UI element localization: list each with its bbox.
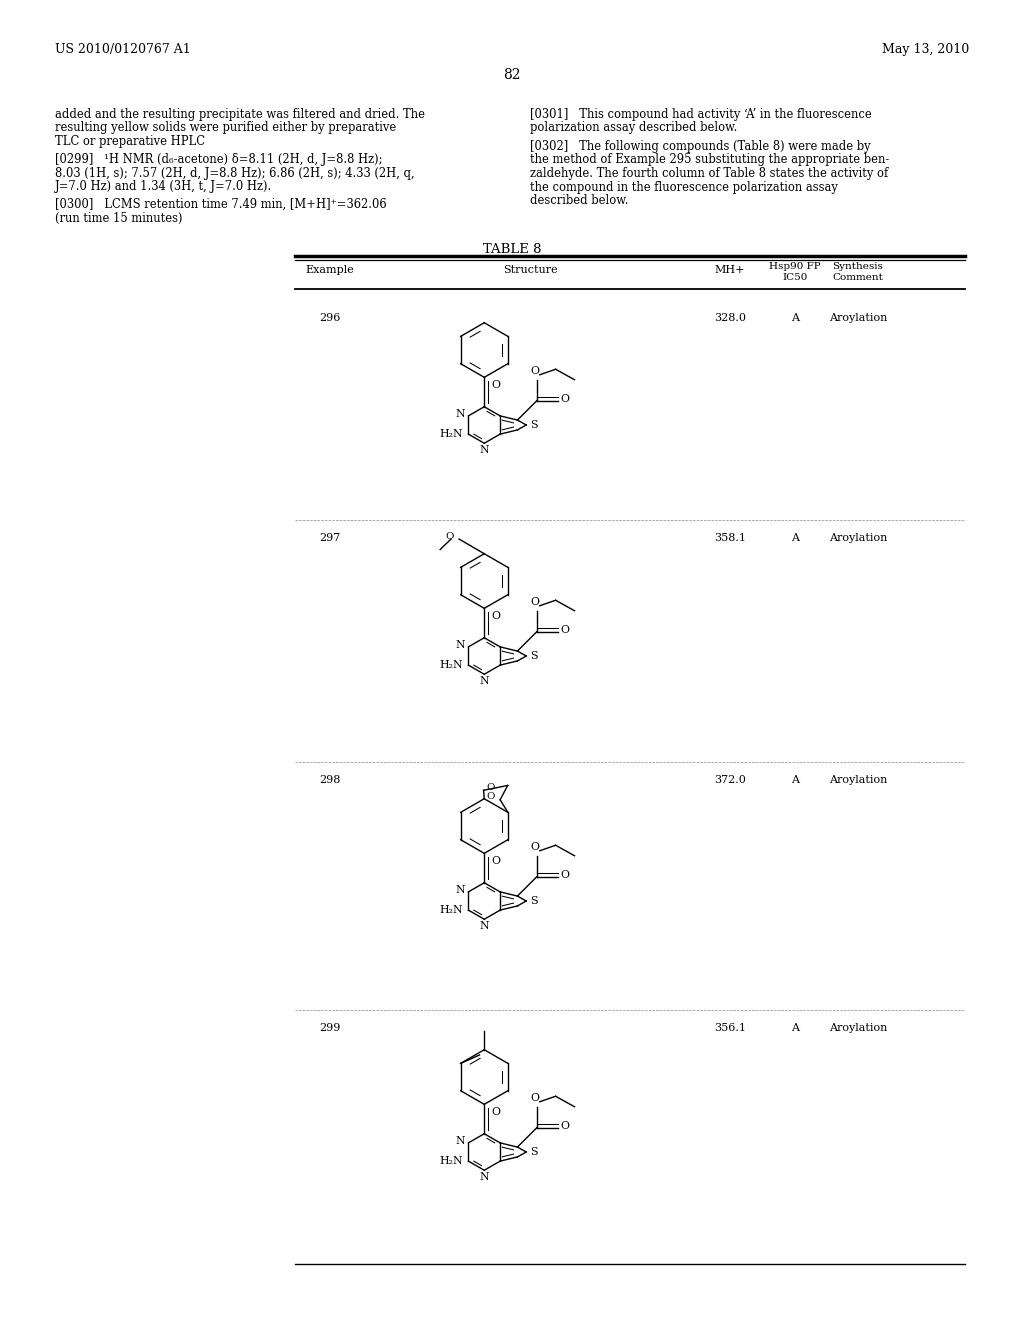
Text: O: O — [486, 792, 496, 801]
Text: Structure: Structure — [503, 265, 557, 275]
Text: US 2010/0120767 A1: US 2010/0120767 A1 — [55, 44, 190, 55]
Text: A: A — [791, 775, 799, 785]
Text: N: N — [479, 445, 489, 455]
Text: S: S — [530, 896, 538, 906]
Text: [0302]   The following compounds (Table 8) were made by: [0302] The following compounds (Table 8)… — [530, 140, 870, 153]
Text: Synthesis: Synthesis — [833, 261, 884, 271]
Text: O: O — [561, 393, 569, 404]
Text: May 13, 2010: May 13, 2010 — [882, 44, 969, 55]
Text: IC50: IC50 — [782, 273, 808, 282]
Text: the compound in the fluorescence polarization assay: the compound in the fluorescence polariz… — [530, 181, 838, 194]
Text: N: N — [479, 1172, 489, 1183]
Text: polarization assay described below.: polarization assay described below. — [530, 121, 737, 135]
Text: 358.1: 358.1 — [714, 533, 746, 543]
Text: O: O — [492, 611, 501, 622]
Text: resulting yellow solids were purified either by preparative: resulting yellow solids were purified ei… — [55, 121, 396, 135]
Text: O: O — [561, 1121, 569, 1131]
Text: O: O — [530, 366, 540, 376]
Text: O: O — [492, 857, 501, 866]
Text: O: O — [492, 380, 501, 391]
Text: (run time 15 minutes): (run time 15 minutes) — [55, 211, 182, 224]
Text: A: A — [791, 533, 799, 543]
Text: N: N — [479, 676, 489, 686]
Text: H₂N: H₂N — [439, 906, 464, 915]
Text: described below.: described below. — [530, 194, 629, 207]
Text: Aroylation: Aroylation — [828, 313, 887, 323]
Text: O: O — [530, 597, 540, 607]
Text: 82: 82 — [503, 69, 521, 82]
Text: A: A — [791, 313, 799, 323]
Text: O: O — [561, 624, 569, 635]
Text: N: N — [456, 884, 466, 895]
Text: O: O — [445, 532, 454, 540]
Text: H₂N: H₂N — [439, 1156, 464, 1166]
Text: 296: 296 — [319, 313, 341, 323]
Text: A: A — [791, 1023, 799, 1034]
Text: 8.03 (1H, s); 7.57 (2H, d, J=8.8 Hz); 6.86 (2H, s); 4.33 (2H, q,: 8.03 (1H, s); 7.57 (2H, d, J=8.8 Hz); 6.… — [55, 166, 415, 180]
Text: 372.0: 372.0 — [714, 775, 745, 785]
Text: the method of Example 295 substituting the appropriate ben-: the method of Example 295 substituting t… — [530, 153, 889, 166]
Text: Comment: Comment — [833, 273, 884, 282]
Text: S: S — [530, 420, 538, 430]
Text: [0300]   LCMS retention time 7.49 min, [M+H]⁺=362.06: [0300] LCMS retention time 7.49 min, [M+… — [55, 198, 387, 211]
Text: N: N — [456, 409, 466, 418]
Text: O: O — [561, 870, 569, 879]
Text: J=7.0 Hz) and 1.34 (3H, t, J=7.0 Hz).: J=7.0 Hz) and 1.34 (3H, t, J=7.0 Hz). — [55, 180, 272, 193]
Text: MH+: MH+ — [715, 265, 745, 275]
Text: [0299]   ¹H NMR (d₆-acetone) δ=8.11 (2H, d, J=8.8 Hz);: [0299] ¹H NMR (d₆-acetone) δ=8.11 (2H, d… — [55, 153, 383, 166]
Text: TABLE 8: TABLE 8 — [482, 243, 542, 256]
Text: Aroylation: Aroylation — [828, 775, 887, 785]
Text: N: N — [456, 640, 466, 649]
Text: 298: 298 — [319, 775, 341, 785]
Text: N: N — [456, 1137, 466, 1146]
Text: H₂N: H₂N — [439, 429, 464, 440]
Text: O: O — [530, 842, 540, 851]
Text: S: S — [530, 1147, 538, 1158]
Text: [0301]   This compound had activity ‘A’ in the fluorescence: [0301] This compound had activity ‘A’ in… — [530, 108, 871, 121]
Text: H₂N: H₂N — [439, 660, 464, 671]
Text: Hsp90 FP: Hsp90 FP — [769, 261, 821, 271]
Text: 356.1: 356.1 — [714, 1023, 746, 1034]
Text: added and the resulting precipitate was filtered and dried. The: added and the resulting precipitate was … — [55, 108, 425, 121]
Text: S: S — [530, 651, 538, 661]
Text: Aroylation: Aroylation — [828, 533, 887, 543]
Text: 328.0: 328.0 — [714, 313, 746, 323]
Text: 297: 297 — [319, 533, 341, 543]
Text: Example: Example — [305, 265, 354, 275]
Text: Aroylation: Aroylation — [828, 1023, 887, 1034]
Text: O: O — [530, 1093, 540, 1102]
Text: O: O — [486, 783, 495, 792]
Text: N: N — [479, 921, 489, 932]
Text: zaldehyde. The fourth column of Table 8 states the activity of: zaldehyde. The fourth column of Table 8 … — [530, 168, 888, 180]
Text: TLC or preparative HPLC: TLC or preparative HPLC — [55, 135, 205, 148]
Text: 299: 299 — [319, 1023, 341, 1034]
Text: O: O — [492, 1107, 501, 1117]
